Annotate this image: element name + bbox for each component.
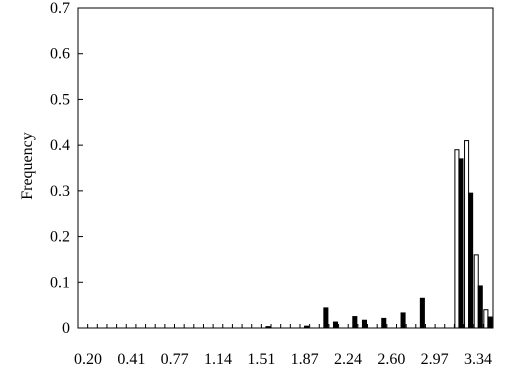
bar-filled [265,326,271,329]
y-tick-label: 0.2 [50,229,70,246]
x-tick-label: 0.20 [74,351,102,368]
y-tick-label: 0.5 [50,91,70,108]
y-tick-label: 0 [62,320,70,337]
x-tick-label: 0.41 [117,351,145,368]
bar-filled [458,158,464,329]
bar-filled [477,285,483,329]
bar-filled [487,316,493,329]
x-tick-label: 2.60 [377,351,405,368]
bar-filled [352,316,358,329]
bar-filled [419,297,425,329]
bar-filled [381,317,387,329]
bar-filled [400,312,406,329]
plot-frame [77,7,494,329]
x-tick-label: 2.24 [334,351,362,368]
bar-filled [361,319,367,329]
y-tick-label: 0.4 [50,137,70,154]
bar-open [464,140,470,329]
plot-area [77,7,494,329]
x-axis: 0.20 0.41 0.77 1.14 1.51 1.87 2.24 2.60 2.97 3.34 [74,324,494,368]
x-tick-label: 1.51 [247,351,275,368]
bar-open [454,149,460,329]
y-tick-label: 0.1 [50,274,70,291]
x-tick-label: 1.87 [291,351,319,368]
bar-open [483,309,489,329]
x-tick-label: 3.34 [464,351,492,368]
y-axis-label: Frequency [19,132,36,200]
bar-filled [304,325,310,329]
bar-open [473,254,479,329]
y-axis: 0 0.1 0.2 0.3 0.4 0.5 0.6 0.7 [50,0,83,337]
y-tick-label: 0.6 [50,46,70,63]
bar-filled [468,192,474,329]
bar-filled [323,307,329,329]
x-tick-label: 2.97 [421,351,449,368]
bar-filled [332,321,339,329]
x-tick-label: 0.77 [161,351,189,368]
x-tick-label: 1.14 [204,351,232,368]
y-tick-label: 0.3 [50,183,70,200]
y-tick-label: 0.7 [50,0,70,17]
